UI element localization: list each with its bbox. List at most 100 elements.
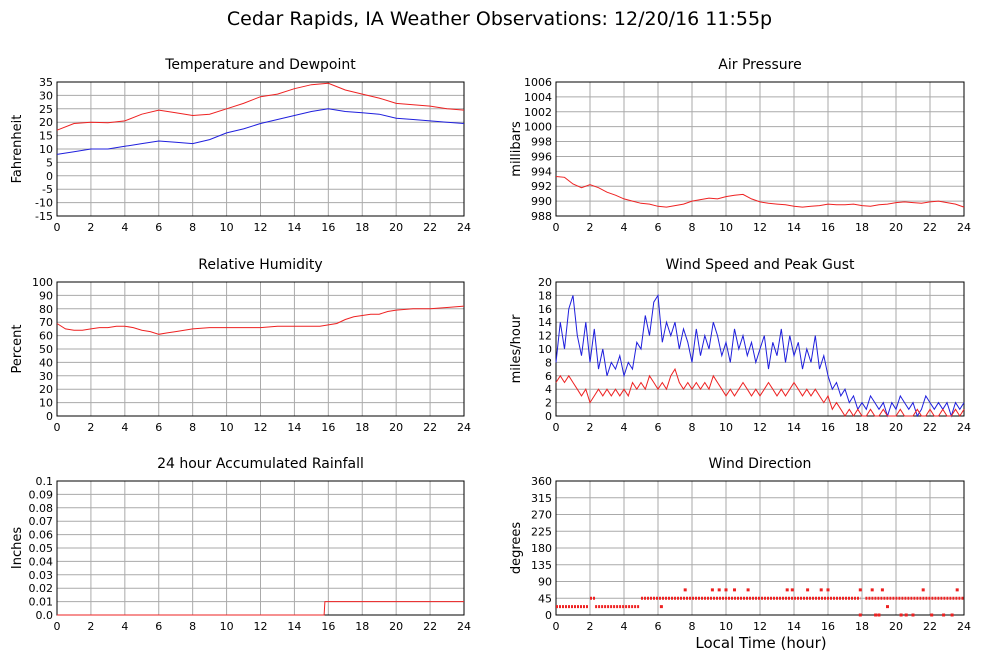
pressure-ytick-label: 1002 (524, 106, 552, 119)
pressure-ytick-label: 1006 (524, 76, 552, 89)
rain-xtick-label: 4 (121, 620, 128, 633)
direction-ytick-label: 45 (538, 592, 552, 605)
pressure-xtick-label: 8 (689, 221, 696, 234)
direction-point (930, 613, 934, 617)
temp-ytick-label: 35 (39, 76, 53, 89)
direction-point (659, 605, 663, 609)
direction-point (942, 613, 946, 617)
direction-point (911, 613, 915, 617)
wind-xtick-label: 20 (889, 421, 903, 434)
direction-point (886, 605, 889, 609)
rain-ytick-label: 0.04 (29, 555, 54, 568)
temp-xtick-label: 14 (287, 221, 301, 234)
humidity-plot-frame (56, 281, 465, 417)
rain-xtick-label: 2 (87, 620, 94, 633)
direction-xtick-label: 0 (553, 620, 560, 633)
humidity-ytick-label: 80 (39, 303, 53, 316)
direction-xtick-label: 16 (821, 620, 835, 633)
pressure-ylabel: millibars (509, 121, 524, 177)
temp-ytick-label: 10 (39, 143, 53, 156)
direction-ytick-label: 0 (545, 609, 552, 622)
rain-ytick-label: 0.01 (29, 596, 54, 609)
wind-plot-frame (555, 281, 965, 417)
direction-point (826, 588, 830, 592)
direction-xtick-label: 12 (753, 620, 767, 633)
humidity-xtick-label: 22 (423, 421, 437, 434)
direction-ytick-label: 360 (531, 475, 552, 488)
pressure-title: Air Pressure (718, 57, 801, 73)
wind-xtick-label: 22 (923, 421, 937, 434)
direction-point (877, 613, 881, 617)
wind-title: Wind Speed and Peak Gust (666, 257, 855, 273)
direction-xtick-label: 2 (587, 620, 594, 633)
rain-ytick-label: 0.09 (29, 488, 54, 501)
humidity-ytick-label: 10 (39, 397, 53, 410)
humidity-ytick-label: 50 (39, 343, 53, 356)
wind-ytick-label: 4 (545, 383, 552, 396)
direction-point (950, 613, 954, 617)
temp-title: Temperature and Dewpoint (164, 57, 356, 73)
temp-plot-frame (56, 81, 465, 217)
rain-xtick-label: 6 (155, 620, 162, 633)
direction-point (858, 588, 862, 592)
wind-ytick-label: 12 (538, 330, 552, 343)
rain-xtick-label: 16 (321, 620, 335, 633)
temp-ytick-label: 30 (39, 89, 53, 102)
direction-point (955, 588, 959, 592)
pressure-xtick-label: 12 (753, 221, 767, 234)
temp-xtick-label: 6 (155, 221, 162, 234)
pressure-xtick-label: 16 (821, 221, 835, 234)
wind-xtick-label: 0 (553, 421, 560, 434)
wind-ytick-label: 0 (545, 410, 552, 423)
pressure-xtick-label: 20 (889, 221, 903, 234)
rain-xtick-label: 0 (54, 620, 61, 633)
direction-ytick-label: 135 (531, 559, 552, 572)
rain-xtick-label: 10 (220, 620, 234, 633)
temp-xtick-label: 4 (121, 221, 128, 234)
wind-xtick-label: 16 (821, 421, 835, 434)
direction-xtick-label: 6 (655, 620, 662, 633)
direction-xtick-label: 24 (957, 620, 971, 633)
wind-xtick-label: 2 (587, 421, 594, 434)
direction-xtick-label: 14 (787, 620, 801, 633)
direction-ytick-label: 225 (531, 525, 552, 538)
pressure-xtick-label: 2 (587, 221, 594, 234)
humidity-ylabel: Percent (10, 325, 25, 374)
pressure-xtick-label: 10 (719, 221, 733, 234)
humidity-xtick-label: 6 (155, 421, 162, 434)
humidity-xtick-label: 24 (457, 421, 471, 434)
temp-ytick-label: -10 (35, 197, 53, 210)
wind-xtick-label: 8 (689, 421, 696, 434)
direction-xtick-label: 10 (719, 620, 733, 633)
direction-point (806, 588, 810, 592)
pressure-xtick-label: 6 (655, 221, 662, 234)
direction-point (870, 588, 874, 592)
temp-ytick-label: 20 (39, 116, 53, 129)
direction-plot-frame (555, 480, 965, 616)
pressure-xtick-label: 4 (621, 221, 628, 234)
humidity-xtick-label: 20 (389, 421, 403, 434)
wind-xtick-label: 14 (787, 421, 801, 434)
humidity-ytick-label: 70 (39, 316, 53, 329)
direction-point (733, 588, 736, 592)
humidity-ytick-label: 100 (32, 276, 53, 289)
direction-point (790, 588, 794, 592)
pressure-ytick-label: 992 (531, 180, 552, 193)
pressure-xtick-label: 0 (553, 221, 560, 234)
wind-ytick-label: 20 (538, 276, 552, 289)
pressure-ytick-label: 990 (531, 195, 552, 208)
direction-point (724, 588, 728, 592)
rain-xtick-label: 14 (287, 620, 301, 633)
wind-ytick-label: 2 (545, 397, 552, 410)
humidity-ytick-label: 40 (39, 356, 53, 369)
temp-xtick-label: 18 (355, 221, 369, 234)
pressure-plot-frame (555, 81, 965, 217)
direction-point (819, 588, 823, 592)
rain-xtick-label: 20 (389, 620, 403, 633)
humidity-xtick-label: 4 (121, 421, 128, 434)
humidity-ytick-label: 20 (39, 383, 53, 396)
rain-xtick-label: 22 (423, 620, 437, 633)
temp-xtick-label: 10 (220, 221, 234, 234)
direction-point (874, 613, 878, 617)
direction-point (785, 588, 789, 592)
